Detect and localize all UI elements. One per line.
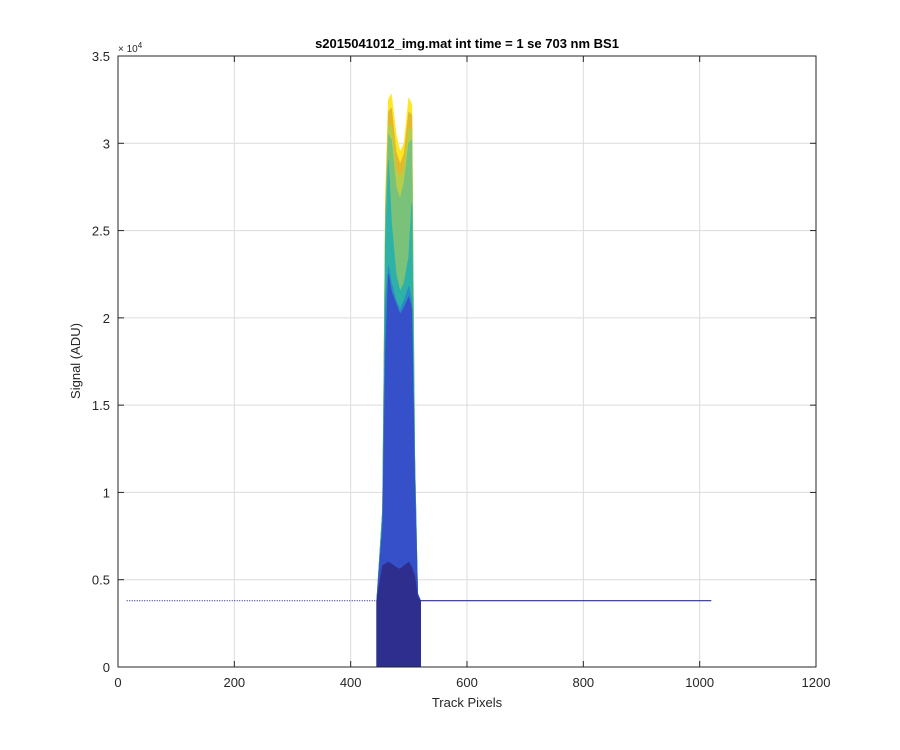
x-tick-label: 0	[114, 675, 121, 690]
y-tick-label: 3	[103, 136, 110, 151]
y-axis-exponent-power: 4	[138, 41, 143, 50]
y-axis-exponent: × 104	[118, 41, 143, 55]
grid-lines	[118, 56, 816, 667]
y-tick-label: 0	[103, 660, 110, 675]
y-tick-label: 2	[103, 311, 110, 326]
x-tick-label: 400	[340, 675, 362, 690]
y-tick-label: 2.5	[92, 224, 110, 239]
series-area-7	[376, 561, 421, 668]
x-tick-label: 800	[572, 675, 594, 690]
y-tick-label: 0.5	[92, 573, 110, 588]
x-tick-label: 200	[223, 675, 245, 690]
series-areas	[376, 94, 421, 668]
y-axis-label: Signal (ADU)	[68, 323, 83, 399]
axis-ticks: 0 200 400 600 800 1000 1200 0 0.5 1 1.5 2 2.5 3 3.5	[92, 49, 831, 690]
y-tick-label: 1	[103, 485, 110, 500]
y-axis-exponent-base: × 10	[118, 44, 138, 55]
y-tick-label: 1.5	[92, 398, 110, 413]
y-tick-label: 3.5	[92, 49, 110, 64]
chart-title: s2015041012_img.mat int time = 1 se 703 …	[315, 36, 619, 51]
x-tick-label: 600	[456, 675, 478, 690]
x-tick-label: 1000	[685, 675, 714, 690]
x-axis-label: Track Pixels	[432, 695, 503, 710]
x-tick-label: 1200	[802, 675, 831, 690]
